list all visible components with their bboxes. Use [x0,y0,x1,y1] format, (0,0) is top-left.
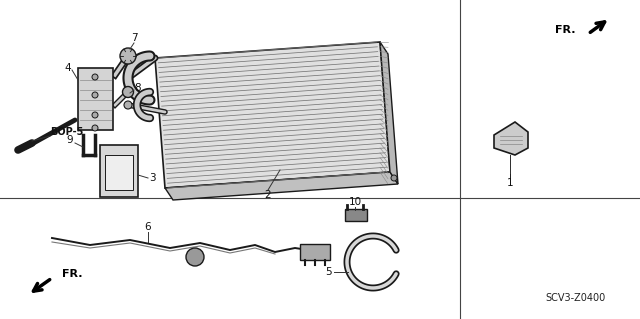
Polygon shape [165,172,398,200]
Text: 10: 10 [348,197,362,207]
Text: 4: 4 [65,63,71,73]
Circle shape [92,92,98,98]
Text: 9: 9 [67,135,74,145]
Circle shape [92,74,98,80]
Text: 5: 5 [324,267,332,277]
Text: FR.: FR. [62,269,83,279]
Text: 1: 1 [507,178,513,188]
Polygon shape [155,42,390,188]
Circle shape [391,175,397,181]
Bar [105,155,133,190]
Text: FR.: FR. [556,25,576,35]
Circle shape [92,125,98,131]
Circle shape [92,112,98,118]
Circle shape [120,48,136,64]
Circle shape [122,86,134,98]
Circle shape [186,248,204,266]
Text: 2: 2 [265,190,271,200]
Circle shape [124,101,132,109]
Polygon shape [78,68,113,130]
Bar [100,145,138,197]
Text: 3: 3 [148,173,156,183]
Text: 6: 6 [145,222,151,232]
Bar [300,244,330,260]
Bar [345,209,367,221]
Polygon shape [380,42,398,184]
Text: 8: 8 [134,83,141,93]
Text: BOP-5: BOP-5 [50,127,83,137]
Polygon shape [494,122,528,155]
Text: SCV3-Z0400: SCV3-Z0400 [545,293,605,303]
Text: 7: 7 [131,33,138,43]
